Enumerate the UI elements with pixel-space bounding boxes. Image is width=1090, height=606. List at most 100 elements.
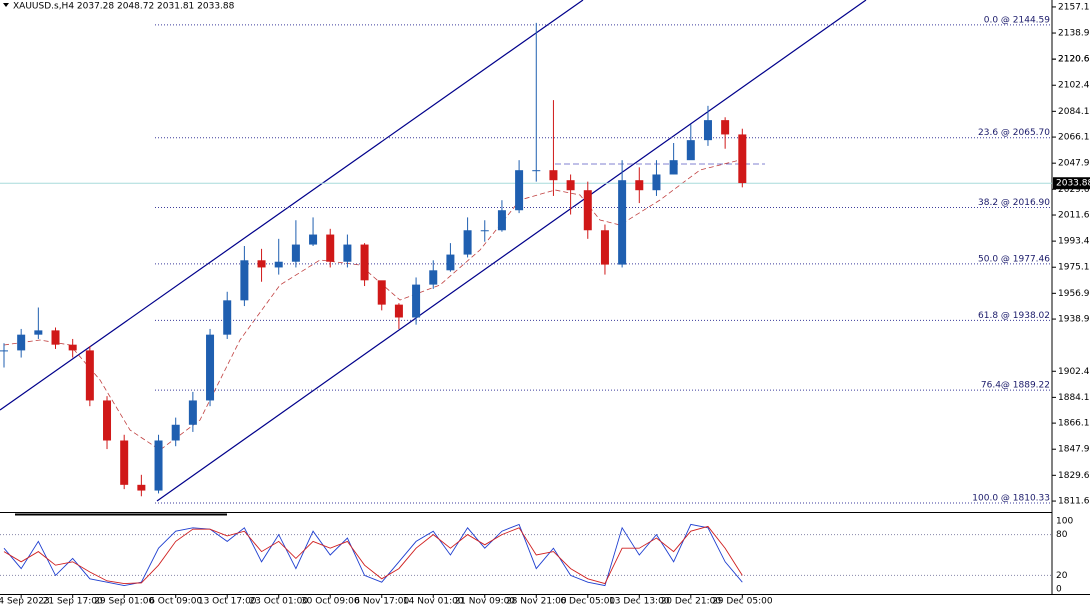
x-tick-label: 29 Dec 05:00: [712, 597, 773, 606]
x-tick-label: 21 Nov 09:00: [454, 597, 515, 606]
x-tick-label: 20 Dec 21:00: [661, 597, 722, 606]
candle-body: [600, 230, 609, 265]
y-tick-label: 2066.15: [1058, 133, 1090, 143]
candle-body: [377, 280, 386, 305]
candle-body: [703, 120, 712, 141]
y-tick-label: 1829.65: [1058, 471, 1090, 481]
fib-label: 61.8 @ 1938.02: [978, 311, 1050, 321]
candle-body: [480, 230, 489, 232]
oscillator-line: [3, 525, 743, 585]
osc-tick-label: 0: [1056, 585, 1062, 595]
fib-label: 38.2 @ 2016.90: [978, 198, 1050, 208]
channel-lower: [156, 0, 867, 502]
x-tick-label: 30 Oct 09:00: [301, 597, 360, 606]
candle-body: [360, 244, 369, 281]
candle-body: [120, 440, 129, 485]
fib-label: 23.6 @ 2065.70: [978, 128, 1050, 138]
channel-upper: [0, 0, 584, 411]
candle-body: [171, 424, 180, 441]
y-tick-label: 2029.65: [1058, 185, 1090, 195]
candle-body: [669, 160, 678, 175]
candle-body: [549, 170, 558, 181]
candle-body: [68, 344, 77, 351]
symbol-menu-icon[interactable]: [3, 3, 9, 7]
candle-body: [34, 330, 43, 335]
candle-body: [103, 400, 112, 441]
candle-body: [206, 334, 215, 401]
y-tick-label: 1811.65: [1058, 497, 1090, 507]
candle-body: [309, 234, 318, 245]
x-tick-label: 14 Sep 2023: [0, 597, 50, 606]
candle-body: [326, 234, 335, 262]
y-tick-label: 2011.65: [1058, 211, 1090, 221]
fib-label: 100.0 @ 1810.33: [972, 493, 1050, 503]
y-tick-label: 1884.15: [1058, 393, 1090, 403]
candle-body: [154, 440, 163, 491]
candle-body: [566, 180, 575, 191]
candle-body: [17, 334, 26, 351]
x-tick-label: 6 Nov 17:00: [354, 597, 409, 606]
candle-body: [188, 400, 197, 425]
fib-label: 0.0 @ 2144.59: [984, 15, 1051, 25]
last-price-box: [1053, 177, 1090, 190]
candle-body: [463, 230, 472, 255]
candle-body: [583, 190, 592, 231]
candle-body: [223, 300, 232, 335]
x-tick-label: 6 Dec 05:00: [560, 597, 615, 606]
candle-body: [291, 244, 300, 262]
candle-body: [618, 180, 627, 265]
osc-tick-label: 80: [1056, 530, 1068, 540]
candle-body: [721, 120, 730, 135]
osc-tick-label: 20: [1056, 571, 1068, 581]
candle-body: [532, 170, 541, 172]
candle-body: [51, 330, 60, 345]
candle-body: [515, 170, 524, 211]
fib-label: 50.0 @ 1977.46: [978, 254, 1050, 264]
x-tick-label: 14 Nov 01:00: [403, 597, 464, 606]
y-tick-label: 2120.65: [1058, 55, 1090, 65]
x-tick-label: 13 Oct 17:00: [198, 597, 257, 606]
candle-body: [652, 174, 661, 191]
candle-body: [497, 210, 506, 231]
last-price-label: 2033.88: [1056, 179, 1090, 189]
candle-body: [686, 140, 695, 161]
candle-body: [0, 350, 8, 352]
candle-body: [429, 270, 438, 285]
y-tick-label: 1847.90: [1058, 445, 1090, 455]
symbol-header: XAUUSD.s,H4 2037.28 2048.72 2031.81 2033…: [13, 2, 235, 12]
oscillator-line: [3, 523, 743, 587]
osc-tick-label: 100: [1056, 517, 1073, 527]
y-tick-label: 1956.90: [1058, 289, 1090, 299]
x-tick-label: 13 Dec 13:00: [609, 597, 670, 606]
oscillator-pane: 100 80 20 0: [0, 517, 1073, 595]
y-tick-label: 1993.40: [1058, 237, 1090, 247]
candle-body: [394, 304, 403, 318]
x-tick-label: 29 Sep 01:00: [94, 597, 154, 606]
candle-body: [446, 254, 455, 271]
y-tick-label: 1902.40: [1058, 367, 1090, 377]
y-tick-label: 2102.40: [1058, 81, 1090, 91]
y-tick-label: 1866.15: [1058, 419, 1090, 429]
y-tick-label: 1938.90: [1058, 315, 1090, 325]
candle-body: [738, 134, 747, 184]
y-tick-label: 2157.15: [1058, 2, 1090, 12]
fib-label: 76.4@ 1889.22: [981, 381, 1050, 391]
candle-body: [635, 180, 644, 191]
candle-body: [137, 484, 146, 491]
y-tick-label: 1975.15: [1058, 263, 1090, 273]
x-tick-label: 21 Sep 17:00: [43, 597, 103, 606]
candle-body: [257, 260, 266, 268]
candle-body: [412, 284, 421, 318]
x-tick-label: 28 Nov 21:00: [506, 597, 567, 606]
y-tick-label: 2047.90: [1058, 159, 1090, 169]
candle-body: [240, 260, 249, 301]
y-tick-label: 2138.90: [1058, 29, 1090, 39]
x-tick-label: 23 Oct 01:00: [249, 597, 308, 606]
candle-body: [85, 350, 94, 401]
y-tick-label: 2084.15: [1058, 107, 1090, 117]
x-tick-label: 6 Oct 09:00: [149, 597, 202, 606]
candle-body: [274, 261, 283, 268]
